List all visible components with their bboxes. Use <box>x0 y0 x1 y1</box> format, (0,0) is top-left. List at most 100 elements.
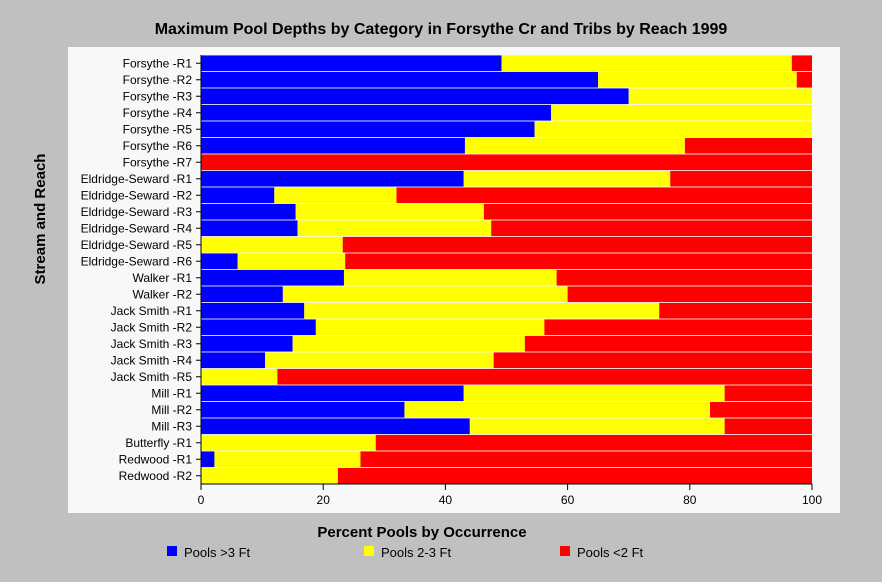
bar-segment-7-2 <box>670 170 812 187</box>
bar-segment-9-0 <box>201 203 296 220</box>
bar-segment-15-1 <box>304 302 660 319</box>
bar-segment-3-1 <box>551 104 812 121</box>
bar-segment-15-0 <box>201 302 305 319</box>
bar-segment-5-1 <box>464 137 685 154</box>
y-tick-label: Forsythe -R7 <box>123 155 193 169</box>
bar-segment-22-0 <box>201 418 470 435</box>
y-tick-label: Jack Smith -R5 <box>111 370 193 384</box>
bar-segment-13-2 <box>556 269 812 286</box>
bar-segment-2-0 <box>201 88 629 105</box>
bar-segment-1-1 <box>598 71 797 88</box>
bar-segment-24-2 <box>360 451 812 468</box>
legend-swatch-0 <box>167 546 177 556</box>
bar-segment-19-2 <box>277 368 813 385</box>
bar-segment-0-2 <box>791 55 812 72</box>
bar-segment-25-1 <box>201 467 338 484</box>
legend-label-0: Pools >3 Ft <box>184 545 251 560</box>
bar-segment-0-0 <box>201 55 502 72</box>
y-tick-label: Jack Smith -R1 <box>111 304 193 318</box>
y-tick-label: Mill -R1 <box>151 386 192 400</box>
bar-segment-21-1 <box>404 401 710 418</box>
y-tick-label: Eldridge-Seward -R2 <box>81 188 193 202</box>
x-axis-title: Percent Pools by Occurrence <box>317 524 526 541</box>
y-axis-title: Stream and Reach <box>32 154 49 285</box>
x-tick-label: 20 <box>317 493 331 507</box>
bar-segment-2-1 <box>628 88 812 105</box>
legend-swatch-2 <box>560 546 570 556</box>
bar-segment-13-0 <box>201 269 344 286</box>
bar-segment-10-1 <box>297 220 492 237</box>
y-tick-label: Mill -R3 <box>151 419 192 433</box>
bar-segment-20-1 <box>463 385 725 402</box>
bar-segment-23-1 <box>201 434 376 451</box>
y-tick-label: Forsythe -R1 <box>123 56 193 70</box>
bar-segment-12-2 <box>345 253 812 270</box>
bar-segment-20-2 <box>724 385 812 402</box>
bar-segment-6-2 <box>201 154 812 171</box>
y-tick-labels: Forsythe -R1 Forsythe -R2 Forsythe -R3 Fors… <box>81 56 201 483</box>
bar-segment-5-2 <box>684 137 812 154</box>
bar-segment-8-1 <box>274 187 397 204</box>
x-tick-label: 100 <box>802 493 822 507</box>
bar-segment-14-2 <box>567 286 812 303</box>
y-tick-label: Butterfly -R1 <box>125 436 192 450</box>
bar-segment-18-2 <box>493 352 812 369</box>
bar-segment-4-0 <box>201 121 535 138</box>
y-tick-label: Eldridge-Seward -R1 <box>81 172 193 186</box>
bar-segment-16-0 <box>201 319 316 336</box>
bar-segment-17-2 <box>524 335 812 352</box>
bar-segment-9-2 <box>483 203 812 220</box>
bar-segment-21-2 <box>709 401 812 418</box>
bar-segment-24-0 <box>201 451 215 468</box>
bar-segment-16-2 <box>544 319 812 336</box>
bar-segment-21-0 <box>201 401 405 418</box>
bar-segment-9-1 <box>295 203 484 220</box>
bar-segment-14-0 <box>201 286 283 303</box>
y-tick-label: Redwood -R1 <box>119 452 193 466</box>
y-tick-label: Eldridge-Seward -R3 <box>81 205 193 219</box>
x-tick-label: 0 <box>198 493 205 507</box>
x-ticks: 0 20 40 60 80 100 <box>198 484 822 507</box>
bar-segment-20-0 <box>201 385 464 402</box>
bar-segment-25-2 <box>337 467 812 484</box>
y-tick-label: Eldridge-Seward -R6 <box>81 254 193 268</box>
bar-segment-5-0 <box>201 137 465 154</box>
y-tick-label: Forsythe -R6 <box>123 139 193 153</box>
y-tick-label: Jack Smith -R3 <box>111 337 193 351</box>
legend-label-1: Pools 2-3 Ft <box>381 545 451 560</box>
bar-segment-1-2 <box>796 71 812 88</box>
y-tick-label: Jack Smith -R4 <box>111 353 193 367</box>
bar-segment-10-2 <box>491 220 812 237</box>
y-tick-label: Jack Smith -R2 <box>111 320 193 334</box>
y-tick-label: Mill -R2 <box>151 403 192 417</box>
y-tick-label: Forsythe -R4 <box>123 106 193 120</box>
legend: Pools >3 Ft Pools 2-3 Ft Pools <2 Ft <box>167 545 644 560</box>
y-tick-label: Forsythe -R5 <box>123 122 193 136</box>
bar-segment-17-1 <box>292 335 525 352</box>
bar-segment-18-0 <box>201 352 266 369</box>
bar-segment-16-1 <box>315 319 545 336</box>
bar-segment-11-1 <box>201 236 343 253</box>
y-tick-label: Walker -R1 <box>132 271 192 285</box>
x-tick-label: 80 <box>683 493 697 507</box>
y-tick-label: Walker -R2 <box>132 287 192 301</box>
y-tick-label: Eldridge-Seward -R5 <box>81 238 193 252</box>
bar-segment-12-0 <box>201 253 238 270</box>
bar-segment-12-1 <box>237 253 346 270</box>
bar-segment-11-2 <box>342 236 812 253</box>
legend-swatch-1 <box>364 546 374 556</box>
bar-segment-13-1 <box>343 269 557 286</box>
bar-segment-24-1 <box>214 451 361 468</box>
bar-segment-1-0 <box>201 71 599 88</box>
bar-segment-14-1 <box>282 286 568 303</box>
y-tick-label: Redwood -R2 <box>119 469 193 483</box>
bar-segment-22-2 <box>724 418 812 435</box>
bar-segment-22-1 <box>469 418 725 435</box>
legend-label-2: Pools <2 Ft <box>577 545 644 560</box>
bars-group <box>201 55 813 484</box>
y-tick-label: Forsythe -R2 <box>123 73 193 87</box>
bar-segment-7-0 <box>201 170 464 187</box>
bar-segment-4-1 <box>534 121 812 138</box>
bar-segment-3-0 <box>201 104 552 121</box>
